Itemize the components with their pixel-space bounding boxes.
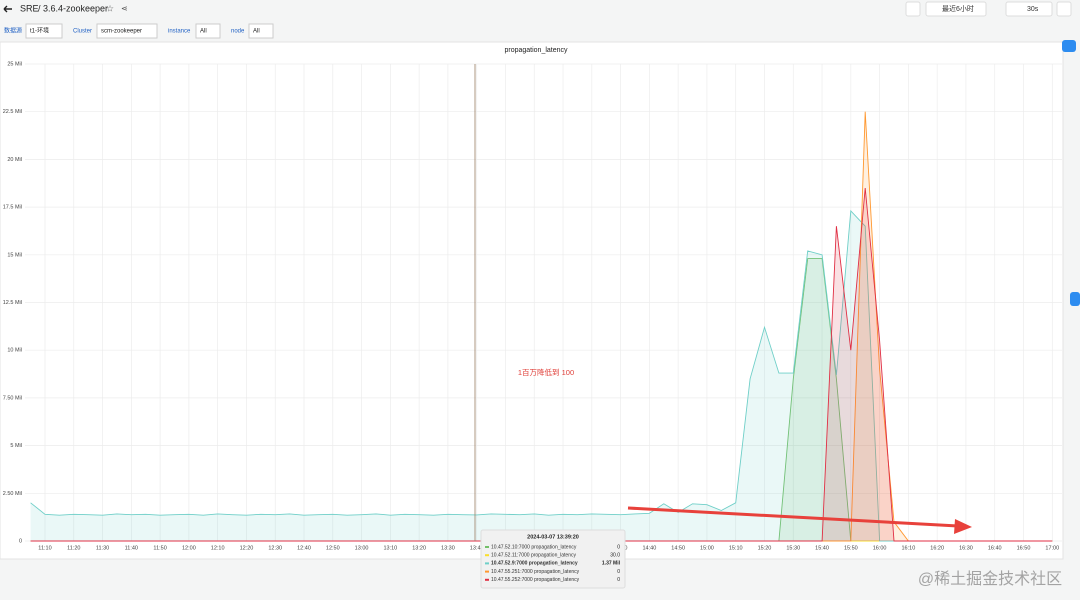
x-tick-label: 11:20 [67, 545, 80, 551]
y-tick-label: 0 [19, 538, 22, 544]
settings-button[interactable] [905, 1, 921, 17]
x-tick-label: 16:50 [1017, 545, 1031, 551]
annotation: 1百万降低到 100 [518, 367, 574, 377]
x-tick-label: 11:50 [153, 545, 166, 551]
x-tick-label: 15:30 [786, 545, 800, 551]
y-tick-label: 20 Mil [7, 157, 22, 163]
variable-select[interactable] [248, 23, 274, 39]
series-line [30, 209, 1053, 542]
x-tick-label: 11:40 [125, 545, 138, 551]
x-tick-label: 15:40 [815, 545, 829, 551]
watermark: @稀土掘金技术社区 [918, 570, 1062, 588]
variable-select[interactable] [25, 23, 63, 39]
tooltip-series-name: 10.47.52.11:7000 propagation_latency [491, 553, 576, 559]
tooltip-value: 0 [617, 569, 620, 575]
x-tick-label: 15:20 [758, 545, 772, 551]
variable-value: All [253, 29, 260, 35]
x-tick-label: 16:20 [930, 545, 944, 551]
plot: 0 2.50 Mil 5 Mil 7.50 Mil 10 Mil 12.5 Mil 15 M… [3, 61, 1062, 589]
x-tick-label: 14:50 [671, 545, 685, 551]
tooltip-value: 0 [617, 544, 620, 550]
x-tick-label: 15:00 [700, 545, 714, 551]
tooltip-series-name: 10.47.55.252:7000 propagation_latency [491, 577, 580, 583]
variable-label: Cluster [73, 29, 92, 35]
tooltip-swatch [485, 578, 489, 581]
x-tick-label: 15:10 [729, 545, 743, 551]
refresh-interval: 30s [1027, 6, 1039, 13]
arrow-head [954, 519, 972, 534]
y-tick-label: 2.50 Mil [3, 491, 22, 497]
y-tick-label: 12.5 Mil [3, 300, 22, 306]
back-button[interactable] [3, 5, 12, 13]
tooltip-series-name: 10.47.52.10:7000 propagation_latency [491, 544, 577, 550]
side-button[interactable] [1070, 292, 1080, 306]
x-tick-label: 14:40 [642, 545, 656, 551]
y-tick-label: 7.50 Mil [3, 395, 22, 401]
variable-value: scm-zookeeper [101, 29, 142, 35]
y-tick-label: 25 Mil [7, 61, 22, 67]
tooltip-swatch [485, 570, 489, 573]
y-tick-label: 15 Mil [7, 252, 22, 258]
arrow-shaft [627, 506, 959, 528]
x-tick-label: 13:30 [441, 545, 455, 551]
tooltip: 2024-03-07 13:39:20 10.47.52.10:7000 prop… [480, 529, 626, 589]
series-area [30, 210, 1053, 541]
x-tick-label: 12:40 [297, 545, 311, 551]
time-range: 最近6小时 [942, 4, 974, 13]
x-tick-label: 16:00 [873, 545, 887, 551]
x-tick-label: 16:40 [988, 545, 1002, 551]
variable-label: instance [168, 29, 191, 35]
x-tick-label: 17:00 [1045, 545, 1059, 551]
tv-button[interactable] [1056, 1, 1072, 17]
tooltip-value: 30.0 [610, 553, 620, 559]
variable-value: t1-环境 [30, 27, 49, 35]
x-tick-label: 11:10 [38, 545, 51, 551]
y-tick-label: 10 Mil [7, 348, 22, 354]
tooltip-series-name: 10.47.55.251:7000 propagation_latency [491, 569, 580, 575]
panel-title: propagation_latency [504, 47, 568, 54]
variables: 数据源 t1-环境 Cluster scm-zookeeper instance… [4, 23, 274, 39]
panel [0, 41, 1064, 560]
refresh-picker[interactable] [1005, 1, 1053, 17]
tooltip-swatch [485, 554, 489, 557]
share-icon[interactable]: ⋖ [121, 4, 128, 13]
breadcrumb-root[interactable]: SRE [20, 3, 39, 13]
tooltip-series-name: 10.47.52.9:7000 propagation_latency [491, 561, 578, 567]
tooltip-value: 1.37 Mil [602, 561, 621, 567]
y-tick-label: 17.5 Mil [3, 205, 22, 211]
x-tick-label: 13:00 [355, 545, 369, 551]
x-tick-label: 12:00 [182, 545, 196, 551]
variable-select[interactable] [96, 23, 158, 39]
star-icon[interactable]: ☆ [106, 3, 114, 13]
y-tick-label: 22.5 Mil [3, 109, 22, 115]
variable-value: All [200, 29, 207, 35]
tooltip-swatch [485, 546, 489, 548]
variable-label: 数据源 [4, 27, 22, 35]
tooltip-swatch [485, 562, 489, 565]
side-button[interactable] [1062, 40, 1076, 52]
x-tick-label: 16:10 [902, 545, 916, 551]
x-tick-label: 13:10 [383, 545, 397, 551]
x-tick-label: 13:40 [470, 545, 484, 551]
x-tick-label: 12:20 [240, 545, 254, 551]
series-area [30, 258, 1053, 541]
x-tick-label: 12:50 [326, 545, 340, 551]
x-tick-label: 13:20 [412, 545, 426, 551]
breadcrumb: / 3.6.4-zookeeper [38, 3, 108, 13]
time-picker[interactable] [925, 1, 987, 17]
y-tick-label: 5 Mil [10, 443, 22, 449]
x-tick-label: 12:10 [211, 545, 225, 551]
x-tick-label: 15:50 [844, 545, 858, 551]
tooltip-box [480, 529, 626, 589]
x-tick-label: 12:30 [268, 545, 282, 551]
x-tick-label: 11:30 [96, 545, 109, 551]
x-tick-label: 16:30 [959, 545, 973, 551]
tooltip-value: 0 [617, 577, 620, 583]
variable-label: node [231, 29, 245, 35]
series-area [30, 188, 1053, 541]
variable-select[interactable] [195, 23, 221, 39]
tooltip-time: 2024-03-07 13:39:20 [527, 534, 579, 540]
